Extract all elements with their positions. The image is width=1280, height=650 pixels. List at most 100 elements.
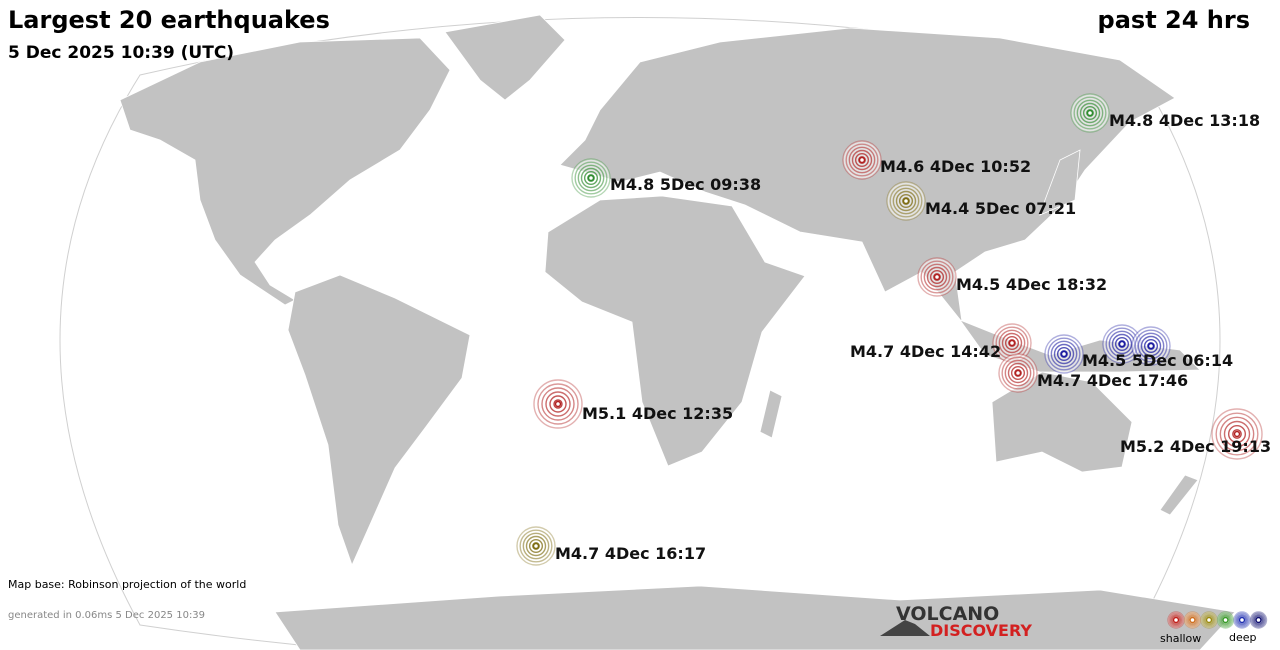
antarctica xyxy=(274,585,1236,650)
marker-ring xyxy=(519,529,553,563)
marker-ring xyxy=(1186,613,1199,627)
marker-ring xyxy=(886,181,926,221)
marker-ring xyxy=(528,538,544,554)
marker-ring xyxy=(1044,334,1084,374)
marker-ring xyxy=(1202,613,1216,627)
marker-ring xyxy=(1233,611,1251,629)
marker-ring xyxy=(851,149,873,171)
marker-ring xyxy=(1218,612,1233,628)
marker-ring xyxy=(577,164,605,192)
earthquake-label: M4.5 4Dec 18:32 xyxy=(956,275,1107,294)
marker-ring xyxy=(1140,335,1162,357)
marker-ring xyxy=(917,257,957,297)
earthquake-label: M4.4 5Dec 07:21 xyxy=(925,199,1076,218)
earthquake-marker xyxy=(1070,93,1110,133)
earthquake-marker xyxy=(886,181,926,221)
earthquake-label: M5.1 4Dec 12:35 xyxy=(582,404,733,423)
marker-ring xyxy=(1215,412,1259,456)
greenland xyxy=(444,14,566,101)
logo: VOLCANO DISCOVERY xyxy=(880,603,1032,640)
marker-ring xyxy=(516,526,556,566)
legend-shallow: shallow xyxy=(1160,632,1201,645)
marker-ring xyxy=(1079,102,1101,124)
marker-ring xyxy=(1171,615,1181,625)
legend-marker xyxy=(1200,611,1218,629)
marker-ring xyxy=(1001,332,1023,354)
title: Largest 20 earthquakes xyxy=(8,6,330,34)
marker-ring xyxy=(1070,93,1110,133)
marker-ring xyxy=(845,143,879,177)
marker-ring xyxy=(1253,615,1264,625)
earthquake-label: M4.6 4Dec 10:52 xyxy=(880,157,1031,176)
marker-core xyxy=(1189,616,1196,624)
marker-ring xyxy=(1234,612,1250,628)
legend: shallow deep xyxy=(1160,611,1268,645)
marker-ring xyxy=(1187,615,1198,625)
earthquake-marker xyxy=(516,526,556,566)
marker-ring xyxy=(580,167,602,189)
marker-ring xyxy=(1114,336,1130,352)
marker-ring xyxy=(1220,615,1231,625)
marker-core xyxy=(858,156,866,164)
marker-ring xyxy=(1204,615,1214,625)
marker-core xyxy=(1233,430,1241,438)
north-america xyxy=(119,37,451,306)
marker-core xyxy=(1008,339,1016,347)
marker-core xyxy=(554,400,562,408)
madagascar xyxy=(759,389,783,439)
africa xyxy=(544,195,806,467)
marker-ring xyxy=(1200,611,1218,629)
marker-core xyxy=(587,174,595,182)
subtitle: 5 Dec 2025 10:39 (UTC) xyxy=(8,43,234,63)
marker-ring xyxy=(583,170,599,186)
marker-ring xyxy=(1249,611,1268,629)
marker-ring xyxy=(1004,359,1032,387)
marker-ring xyxy=(1007,362,1029,384)
marker-ring xyxy=(1223,420,1251,448)
marker-ring xyxy=(1237,615,1247,625)
marker-ring xyxy=(1076,99,1104,127)
marker-ring xyxy=(1010,365,1026,381)
earthquake-label: M4.7 4Dec 16:17 xyxy=(555,544,706,563)
marker-ring xyxy=(1235,613,1249,627)
marker-ring xyxy=(1143,338,1159,354)
earthquake-label: M4.8 4Dec 13:18 xyxy=(1109,111,1260,130)
marker-ring xyxy=(898,193,914,209)
marker-ring xyxy=(998,353,1038,393)
marker-core xyxy=(1172,616,1180,624)
marker-ring xyxy=(537,383,579,425)
marker-core xyxy=(933,273,941,281)
legend-deep: deep xyxy=(1229,631,1257,644)
legend-marker xyxy=(1216,611,1235,629)
marker-ring xyxy=(848,146,876,174)
earthquake-label: M4.5 5Dec 06:14 xyxy=(1082,351,1233,370)
earthquake-label: M4.7 4Dec 14:42 xyxy=(850,342,1001,361)
marker-ring xyxy=(533,379,583,429)
generated-note: generated in 0.06ms 5 Dec 2025 10:39 xyxy=(8,610,205,621)
marker-ring xyxy=(1219,613,1232,627)
earthquake-marker xyxy=(1131,326,1171,366)
japan xyxy=(1039,149,1081,216)
marker-ring xyxy=(1047,337,1081,371)
marker-ring xyxy=(854,152,870,168)
marker-ring xyxy=(1219,416,1255,452)
marker-ring xyxy=(1168,612,1184,628)
new-zealand xyxy=(1159,474,1199,516)
marker-ring xyxy=(889,184,923,218)
marker-core xyxy=(532,542,540,550)
legend-marker xyxy=(1249,611,1268,629)
marker-core xyxy=(1014,369,1022,377)
marker-core xyxy=(1238,616,1246,624)
marker-ring xyxy=(545,391,571,417)
earthquake-marker xyxy=(533,379,583,429)
earthquake-marker xyxy=(1044,334,1084,374)
marker-ring xyxy=(1251,612,1266,628)
earthquake-label: M5.2 4Dec 19:13 xyxy=(1120,437,1271,456)
marker-ring xyxy=(522,532,550,560)
marker-core xyxy=(1086,109,1094,117)
marker-ring xyxy=(1050,340,1078,368)
marker-ring xyxy=(892,187,920,215)
earthquake-marker xyxy=(1211,408,1263,460)
marker-ring xyxy=(926,266,948,288)
